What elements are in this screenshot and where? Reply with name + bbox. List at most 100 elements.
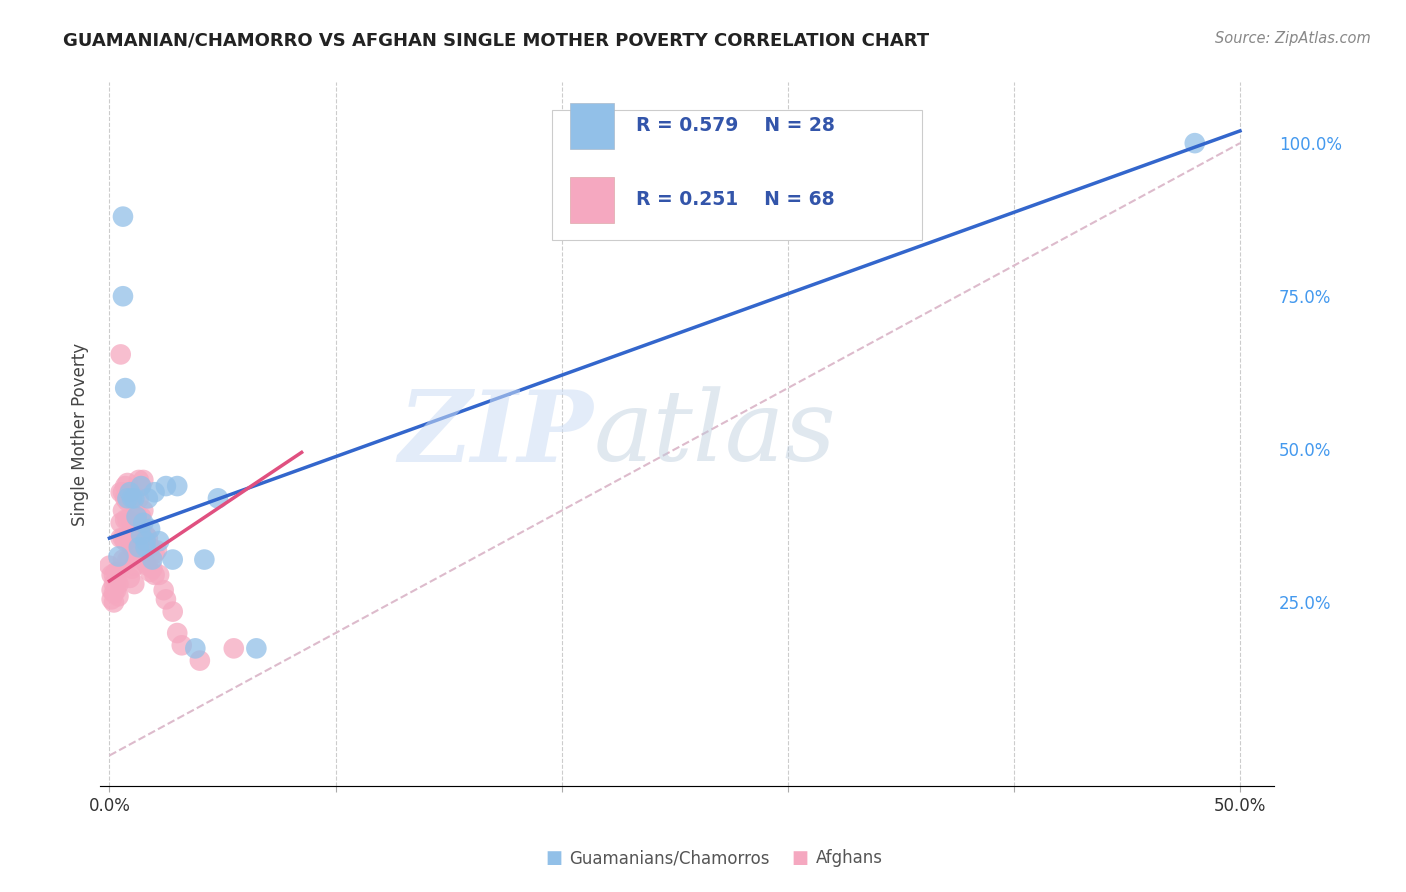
Text: Guamanians/Chamorros: Guamanians/Chamorros [569, 849, 770, 867]
Point [121, 562, 143, 576]
Point [100, 592, 122, 607]
Point [107, 577, 129, 591]
Point [245, 641, 267, 656]
Point [98, 558, 121, 573]
Point [143, 485, 166, 500]
Point [135, 528, 157, 542]
Point [111, 210, 134, 224]
Point [170, 638, 193, 652]
Point [139, 541, 162, 555]
Point [121, 541, 143, 555]
Point [184, 641, 207, 656]
Point [117, 475, 139, 490]
Bar [569, 177, 614, 223]
Point [110, 485, 132, 500]
Point [146, 543, 169, 558]
Point [118, 531, 141, 545]
Point [121, 491, 143, 506]
Point [114, 479, 136, 493]
Point [132, 503, 155, 517]
Point [117, 491, 139, 506]
Point [118, 571, 141, 585]
Point [122, 558, 145, 573]
Point [121, 516, 143, 530]
Point [129, 479, 152, 493]
Point [148, 534, 170, 549]
Point [103, 567, 125, 582]
Point [1184, 136, 1206, 150]
Point [122, 577, 145, 591]
Point [105, 583, 128, 598]
Point [162, 552, 184, 566]
Point [118, 485, 141, 500]
Point [114, 513, 136, 527]
Point [114, 381, 136, 395]
Point [105, 565, 128, 579]
Point [110, 531, 132, 545]
Point [132, 534, 155, 549]
Point [107, 565, 129, 579]
Point [114, 491, 136, 506]
Point [125, 549, 148, 564]
Point [111, 289, 134, 303]
Point [155, 592, 177, 607]
Point [166, 626, 188, 640]
Point [162, 605, 184, 619]
Point [148, 567, 170, 582]
Point [222, 641, 245, 656]
Point [125, 507, 148, 521]
Point [122, 537, 145, 551]
Text: ZIP: ZIP [398, 385, 593, 483]
Point [128, 473, 150, 487]
Point [141, 562, 163, 576]
FancyBboxPatch shape [553, 110, 922, 240]
Point [129, 479, 152, 493]
Point [122, 491, 145, 506]
Point [166, 479, 188, 493]
Point [128, 516, 150, 530]
Point [117, 494, 139, 508]
Text: Source: ZipAtlas.com: Source: ZipAtlas.com [1215, 31, 1371, 46]
Y-axis label: Single Mother Poverty: Single Mother Poverty [72, 343, 89, 525]
Point [125, 509, 148, 524]
Point [118, 552, 141, 566]
Point [136, 491, 159, 506]
Point [141, 552, 163, 566]
Point [111, 531, 134, 545]
Text: R = 0.251    N = 68: R = 0.251 N = 68 [636, 190, 834, 210]
Point [111, 485, 134, 500]
Bar [569, 103, 614, 149]
Text: R = 0.579    N = 28: R = 0.579 N = 28 [636, 117, 834, 136]
Point [207, 491, 229, 506]
Point [188, 654, 211, 668]
Point [117, 552, 139, 566]
Text: ■: ■ [792, 849, 808, 867]
Point [110, 347, 132, 361]
Point [110, 516, 132, 530]
Point [103, 577, 125, 591]
Point [132, 516, 155, 530]
Point [136, 531, 159, 545]
Point [155, 479, 177, 493]
Text: GUAMANIAN/CHAMORRO VS AFGHAN SINGLE MOTHER POVERTY CORRELATION CHART: GUAMANIAN/CHAMORRO VS AFGHAN SINGLE MOTH… [63, 31, 929, 49]
Point [129, 528, 152, 542]
Point [143, 546, 166, 560]
Point [132, 473, 155, 487]
Point [125, 528, 148, 542]
Text: atlas: atlas [593, 386, 837, 482]
Point [139, 522, 162, 536]
Text: Afghans: Afghans [815, 849, 883, 867]
Point [100, 583, 122, 598]
Point [193, 552, 215, 566]
Point [105, 574, 128, 588]
Point [128, 491, 150, 506]
Point [143, 567, 166, 582]
Point [135, 556, 157, 570]
Point [100, 567, 122, 582]
Point [136, 558, 159, 573]
Point [129, 509, 152, 524]
Point [107, 549, 129, 564]
Point [103, 586, 125, 600]
Point [152, 583, 174, 598]
Point [135, 534, 157, 549]
